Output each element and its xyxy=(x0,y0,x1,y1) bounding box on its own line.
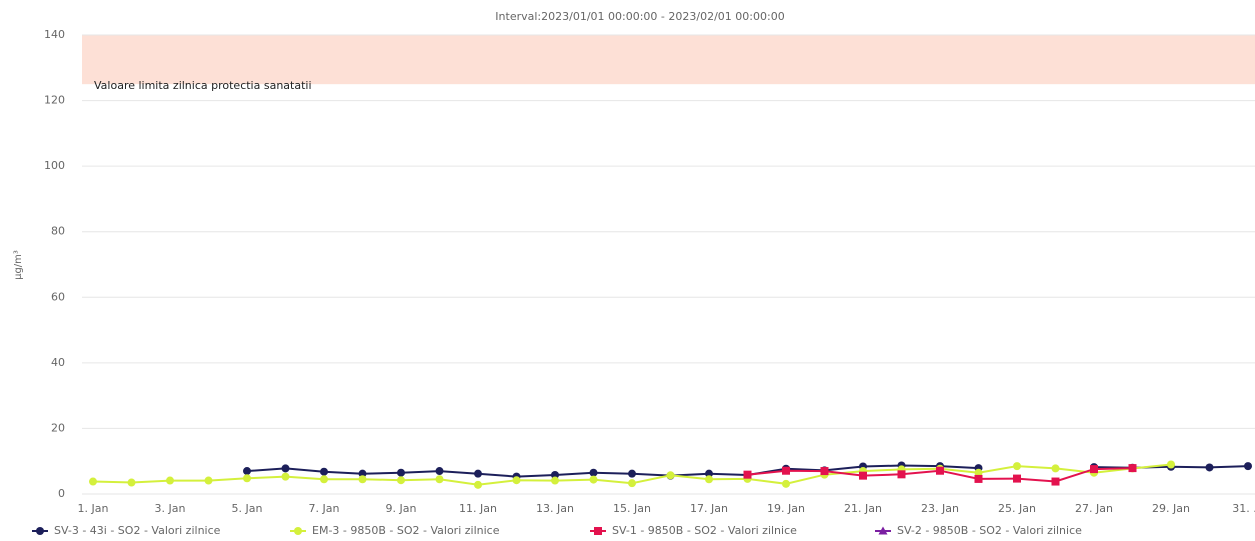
x-tick-label: 25. Jan xyxy=(998,502,1036,515)
y-tick-label: 40 xyxy=(51,356,65,369)
marker xyxy=(1205,463,1214,472)
marker xyxy=(782,479,790,488)
x-tick-label: 15. Jan xyxy=(613,502,651,515)
marker xyxy=(474,480,482,489)
x-tick-label: 19. Jan xyxy=(767,502,805,515)
marker xyxy=(281,464,290,473)
marker xyxy=(974,468,983,477)
legend-item: SV-3 - 43i - SO2 - Valori zilnice xyxy=(32,524,221,537)
marker xyxy=(1051,464,1060,473)
y-tick-label: 80 xyxy=(51,225,65,238)
marker xyxy=(551,470,559,479)
x-tick-label: 29. Jan xyxy=(1152,502,1190,515)
marker xyxy=(435,467,444,476)
marker xyxy=(243,474,251,483)
marker xyxy=(36,527,44,535)
legend-item: SV-1 - 9850B - SO2 - Valori zilnice xyxy=(590,524,797,537)
x-tick-label: 21. Jan xyxy=(844,502,882,515)
legend-label: SV-3 - 43i - SO2 - Valori zilnice xyxy=(54,524,221,537)
y-tick-label: 140 xyxy=(44,28,65,41)
y-tick-label: 20 xyxy=(51,421,65,434)
marker xyxy=(820,467,829,476)
marker xyxy=(89,477,97,486)
marker xyxy=(294,527,302,535)
chart-title: Interval:2023/01/01 00:00:00 - 2023/02/0… xyxy=(495,10,784,23)
marker xyxy=(320,467,328,476)
marker xyxy=(782,466,790,475)
marker xyxy=(243,467,251,476)
y-tick-label: 60 xyxy=(51,290,65,303)
marker xyxy=(397,476,405,485)
marker xyxy=(551,476,559,485)
x-tick-label: 1. Jan xyxy=(78,502,109,515)
legend-label: SV-1 - 9850B - SO2 - Valori zilnice xyxy=(612,524,797,537)
y-tick-label: 0 xyxy=(58,487,65,500)
marker xyxy=(628,469,636,478)
x-tick-label: 7. Jan xyxy=(309,502,340,515)
marker xyxy=(974,474,983,483)
marker xyxy=(435,475,444,484)
x-tick-label: 31. ... xyxy=(1232,502,1255,515)
marker xyxy=(589,475,598,484)
marker xyxy=(1167,460,1175,469)
legend-item: SV-2 - 9850B - SO2 - Valori zilnice xyxy=(875,524,1082,537)
marker xyxy=(204,476,213,485)
marker xyxy=(1128,464,1137,473)
marker xyxy=(281,472,290,481)
x-tick-label: 9. Jan xyxy=(386,502,417,515)
marker xyxy=(1090,465,1098,474)
marker xyxy=(512,476,521,485)
marker xyxy=(705,475,713,484)
x-tick-label: 17. Jan xyxy=(690,502,728,515)
x-tick-label: 5. Jan xyxy=(232,502,263,515)
x-tick-label: 23. Jan xyxy=(921,502,959,515)
marker xyxy=(1013,462,1021,471)
marker xyxy=(594,527,602,535)
x-tick-label: 3. Jan xyxy=(155,502,186,515)
plot-band xyxy=(82,35,1255,85)
marker xyxy=(1013,474,1021,483)
x-tick-label: 11. Jan xyxy=(459,502,497,515)
marker xyxy=(743,470,752,479)
marker xyxy=(936,466,944,475)
legend-label: SV-2 - 9850B - SO2 - Valori zilnice xyxy=(897,524,1082,537)
marker xyxy=(666,471,675,480)
marker xyxy=(1244,462,1252,471)
marker xyxy=(589,468,598,477)
y-tick-label: 120 xyxy=(44,94,65,107)
y-tick-label: 100 xyxy=(44,159,65,172)
legend-item: EM-3 - 9850B - SO2 - Valori zilnice xyxy=(290,524,500,537)
plot-band-label: Valoare limita zilnica protectia sanatat… xyxy=(94,79,312,92)
marker xyxy=(878,526,888,535)
marker xyxy=(320,475,328,484)
marker xyxy=(127,478,136,487)
x-tick-label: 13. Jan xyxy=(536,502,574,515)
marker xyxy=(397,468,405,477)
marker xyxy=(166,476,174,485)
marker xyxy=(1051,477,1060,486)
marker xyxy=(705,469,713,478)
marker xyxy=(358,475,367,484)
marker xyxy=(474,469,482,478)
x-tick-label: 27. Jan xyxy=(1075,502,1113,515)
marker xyxy=(859,471,867,480)
marker xyxy=(358,469,367,478)
y-axis-label: µg/m³ xyxy=(13,250,24,280)
marker xyxy=(897,470,906,479)
marker xyxy=(628,479,636,488)
legend-label: EM-3 - 9850B - SO2 - Valori zilnice xyxy=(312,524,500,537)
